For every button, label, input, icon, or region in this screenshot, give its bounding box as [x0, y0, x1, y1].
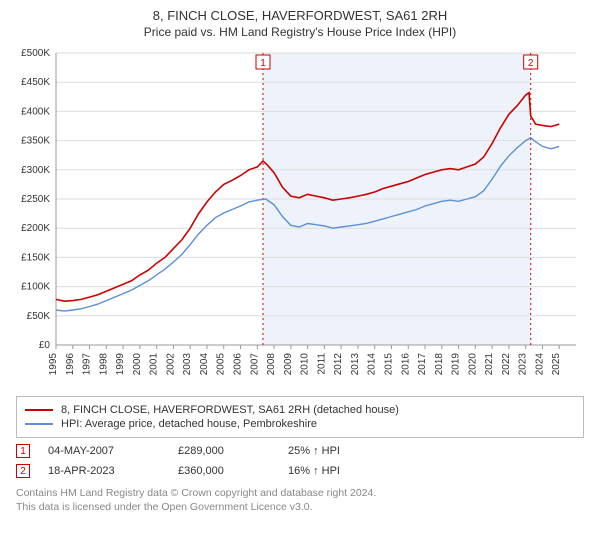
- svg-text:£200K: £200K: [21, 223, 50, 234]
- event-marker: 2: [16, 464, 30, 478]
- svg-text:2008: 2008: [266, 353, 277, 376]
- svg-text:2000: 2000: [132, 353, 143, 376]
- legend-row: HPI: Average price, detached house, Pemb…: [25, 418, 575, 430]
- svg-text:2012: 2012: [333, 353, 344, 376]
- svg-text:2020: 2020: [467, 353, 478, 376]
- svg-text:2016: 2016: [400, 353, 411, 376]
- svg-text:1995: 1995: [48, 353, 59, 376]
- svg-text:2022: 2022: [501, 353, 512, 376]
- svg-text:2001: 2001: [149, 353, 160, 376]
- chart-title: 8, FINCH CLOSE, HAVERFORDWEST, SA61 2RH: [10, 8, 590, 23]
- legend-label: HPI: Average price, detached house, Pemb…: [61, 418, 317, 430]
- svg-text:2005: 2005: [216, 353, 227, 376]
- price-chart: £0 £50K £100K £150K £200K £250K £300K £350K £400…: [10, 45, 590, 385]
- svg-text:2013: 2013: [350, 353, 361, 376]
- event-date: 04-MAY-2007: [48, 445, 178, 457]
- svg-text:2011: 2011: [316, 353, 327, 375]
- footer-line: This data is licensed under the Open Gov…: [16, 500, 584, 514]
- svg-text:2024: 2024: [534, 353, 545, 376]
- svg-text:2: 2: [528, 58, 534, 69]
- svg-text:2004: 2004: [199, 353, 210, 376]
- legend-swatch: [25, 423, 53, 425]
- svg-text:2023: 2023: [518, 353, 529, 376]
- licence-footer: Contains HM Land Registry data © Crown c…: [16, 486, 584, 514]
- svg-text:2006: 2006: [233, 353, 244, 376]
- svg-text:2002: 2002: [165, 353, 176, 376]
- event-price: £360,000: [178, 465, 288, 477]
- svg-text:1996: 1996: [65, 353, 76, 376]
- svg-text:2017: 2017: [417, 353, 428, 376]
- svg-text:£500K: £500K: [21, 48, 50, 59]
- svg-text:1999: 1999: [115, 353, 126, 376]
- svg-text:1: 1: [260, 58, 266, 69]
- svg-text:£150K: £150K: [21, 252, 50, 263]
- svg-text:1998: 1998: [98, 353, 109, 376]
- event-diff: 16% ↑ HPI: [288, 465, 408, 477]
- svg-text:£350K: £350K: [21, 136, 50, 147]
- svg-text:2021: 2021: [484, 353, 495, 376]
- svg-text:2025: 2025: [551, 353, 562, 376]
- footer-line: Contains HM Land Registry data © Crown c…: [16, 486, 584, 500]
- svg-text:2014: 2014: [367, 353, 378, 376]
- event-row: 2 18-APR-2023£360,00016% ↑ HPI: [16, 464, 584, 478]
- legend-swatch: [25, 409, 53, 411]
- chart-subtitle: Price paid vs. HM Land Registry's House …: [10, 25, 590, 39]
- svg-text:2015: 2015: [383, 353, 394, 376]
- event-marker: 1: [16, 444, 30, 458]
- svg-text:1997: 1997: [82, 353, 93, 376]
- svg-text:£50K: £50K: [27, 311, 51, 322]
- svg-text:£450K: £450K: [21, 77, 50, 88]
- svg-text:2007: 2007: [249, 353, 260, 376]
- event-diff: 25% ↑ HPI: [288, 445, 408, 457]
- svg-text:£100K: £100K: [21, 282, 50, 293]
- legend-row: 8, FINCH CLOSE, HAVERFORDWEST, SA61 2RH …: [25, 404, 575, 416]
- sale-events: 1 04-MAY-2007£289,00025% ↑ HPI 2 18-APR-202…: [16, 444, 584, 478]
- legend: 8, FINCH CLOSE, HAVERFORDWEST, SA61 2RH …: [16, 396, 584, 438]
- legend-label: 8, FINCH CLOSE, HAVERFORDWEST, SA61 2RH …: [61, 404, 399, 416]
- svg-text:2010: 2010: [300, 353, 311, 376]
- svg-text:£0: £0: [39, 340, 51, 351]
- svg-text:2018: 2018: [434, 353, 445, 376]
- event-row: 1 04-MAY-2007£289,00025% ↑ HPI: [16, 444, 584, 458]
- svg-text:2003: 2003: [182, 353, 193, 376]
- svg-text:2019: 2019: [451, 353, 462, 376]
- event-date: 18-APR-2023: [48, 465, 178, 477]
- svg-text:£300K: £300K: [21, 165, 50, 176]
- event-price: £289,000: [178, 445, 288, 457]
- svg-text:2009: 2009: [283, 353, 294, 376]
- svg-text:£400K: £400K: [21, 106, 50, 117]
- svg-text:£250K: £250K: [21, 194, 50, 205]
